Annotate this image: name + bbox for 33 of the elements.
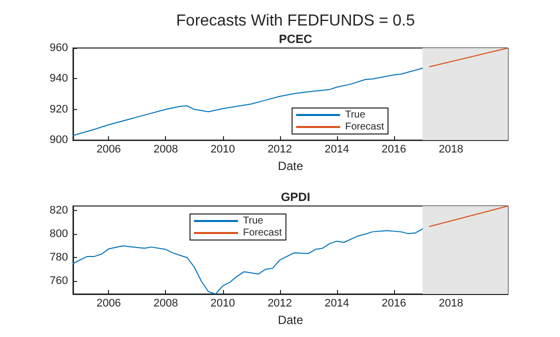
line-series: [72, 228, 423, 294]
x-tick-label: 2018: [438, 298, 464, 310]
y-tick-label: 820: [50, 204, 68, 217]
x-axis-title: Date: [278, 159, 304, 173]
x-tick-label: 2010: [210, 144, 236, 156]
x-tick-label: 2012: [268, 144, 292, 156]
y-tick-label: 800: [50, 228, 68, 240]
x-tick-label: 2016: [382, 298, 406, 310]
legend-label: True: [243, 216, 264, 226]
x-tick-label: 2012: [268, 298, 292, 310]
x-tick-label: 2018: [438, 144, 464, 156]
y-tick-label: 900: [50, 134, 68, 146]
chart-title: GPDI: [280, 190, 310, 204]
x-tick-label: 2006: [96, 298, 121, 310]
x-tick-label: 2008: [153, 144, 178, 156]
chart-title: PCEC: [278, 32, 312, 46]
legend-label: Forecast: [243, 228, 282, 238]
x-tick-label: 2014: [324, 298, 350, 310]
legend-label: Forecast: [345, 122, 384, 132]
text: Forecasts With FEDFUNDS = 0.5: [176, 12, 415, 30]
y-tick-label: 760: [50, 275, 68, 288]
x-tick-label: 2006: [96, 144, 121, 156]
x-axis-title: Date: [278, 312, 304, 327]
x-tick-label: 2010: [210, 298, 236, 310]
x-tick-label: 2014: [324, 144, 350, 156]
x-tick-label: 2016: [382, 144, 406, 156]
y-tick-label: 960: [50, 42, 68, 54]
y-tick-label: 940: [50, 72, 68, 85]
y-tick-label: 920: [50, 103, 68, 116]
y-tick-label: 780: [50, 252, 68, 264]
x-tick-label: 2008: [153, 298, 178, 310]
legend-label: True: [345, 110, 366, 120]
line-series: [72, 68, 423, 136]
